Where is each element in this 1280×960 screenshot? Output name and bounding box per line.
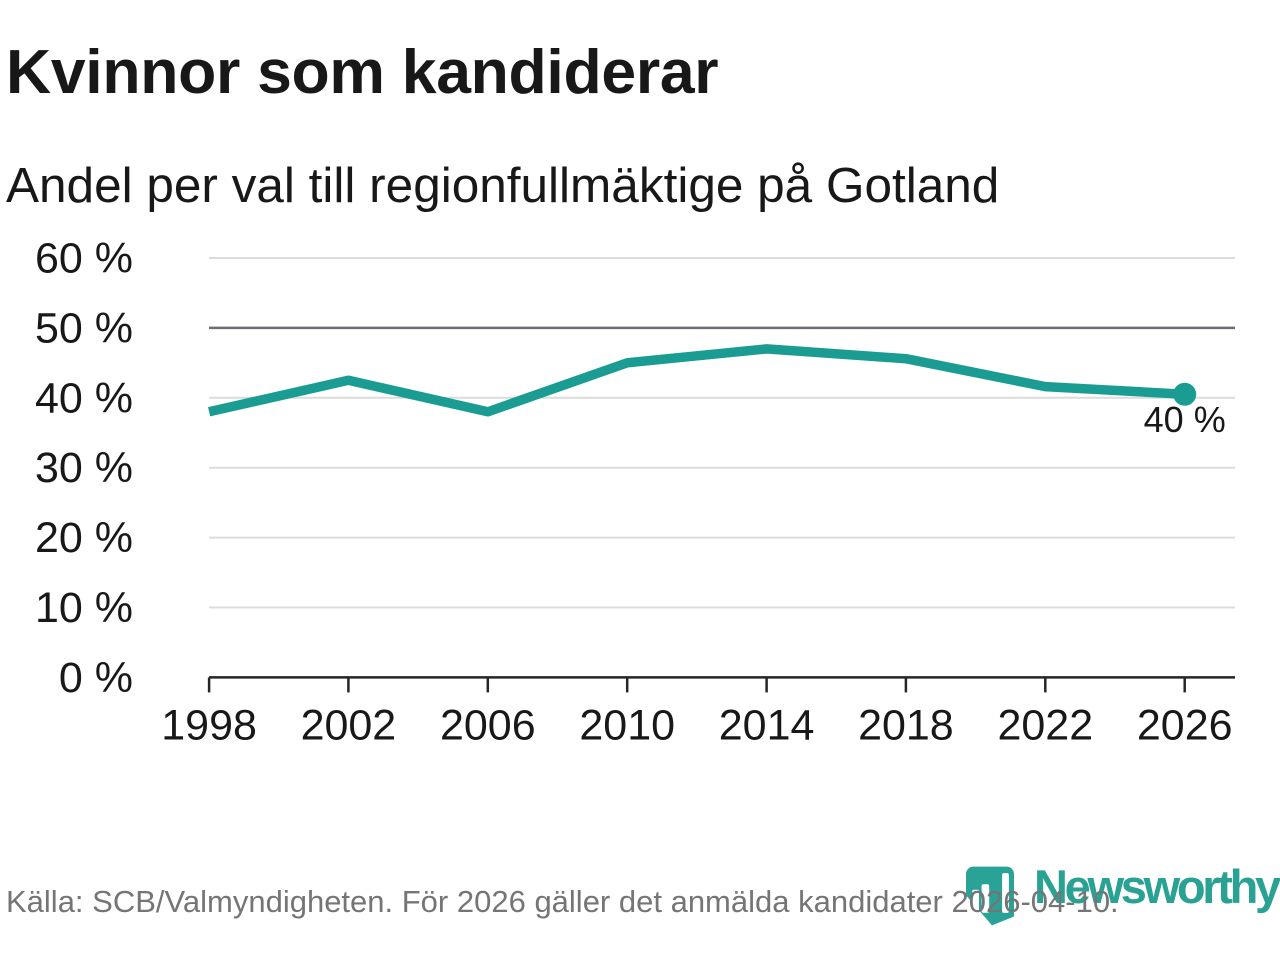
- svg-text:1998: 1998: [161, 702, 257, 750]
- svg-text:10 %: 10 %: [35, 584, 133, 632]
- svg-text:40 %: 40 %: [1144, 399, 1226, 440]
- svg-text:20 %: 20 %: [35, 514, 133, 562]
- svg-text:40 %: 40 %: [35, 374, 133, 422]
- svg-text:30 %: 30 %: [35, 444, 133, 492]
- svg-text:2014: 2014: [719, 702, 815, 750]
- svg-text:2018: 2018: [858, 702, 954, 750]
- svg-text:2022: 2022: [997, 702, 1093, 750]
- svg-text:2026: 2026: [1137, 702, 1233, 750]
- svg-text:2006: 2006: [440, 702, 536, 750]
- svg-text:2002: 2002: [301, 702, 397, 750]
- svg-text:2010: 2010: [579, 702, 675, 750]
- svg-text:60 %: 60 %: [35, 235, 133, 283]
- svg-text:0 %: 0 %: [59, 654, 133, 702]
- svg-text:50 %: 50 %: [35, 304, 133, 352]
